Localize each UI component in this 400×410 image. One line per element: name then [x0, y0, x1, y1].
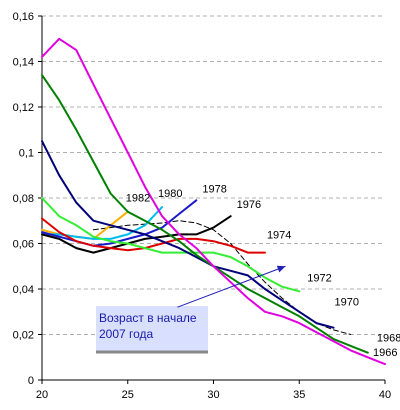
series-label-1976: 1976	[237, 199, 261, 211]
y-tick-label: 0,14	[13, 57, 34, 69]
annotation-arrow	[177, 265, 286, 308]
series-line-1978	[41, 199, 198, 247]
series-labels: 1982 1980 1978 1976 1974 1972 1970 1968 1966	[126, 183, 400, 359]
axes: 0 0,02 0,04 0,06 0,08 0,1 0,12 0,14 0,16 20 25 30 35…	[13, 11, 392, 401]
series-label-1966: 1966	[373, 347, 397, 359]
annotation-box	[96, 306, 208, 352]
series-line-1970	[41, 140, 335, 329]
x-tick-label: 30	[207, 389, 219, 401]
series-label-1968: 1968	[377, 333, 400, 345]
series-line-1968	[41, 74, 369, 354]
annotation: Возраст в начале 2007 года	[96, 265, 286, 354]
series-label-1982: 1982	[126, 193, 150, 205]
y-tick-label: 0,12	[13, 102, 34, 114]
x-tick-label: 40	[379, 389, 391, 401]
y-tick-label: 0,04	[13, 284, 34, 296]
y-tick-label: 0,1	[19, 148, 34, 160]
y-tick-label: 0	[28, 375, 34, 387]
x-tick-label: 20	[36, 389, 48, 401]
y-tick-label: 0,16	[13, 11, 34, 23]
grid	[42, 15, 385, 335]
series-line-1976	[41, 215, 232, 254]
annotation-text-line1: Возраст в начале	[99, 311, 197, 325]
series-label-1978: 1978	[202, 183, 226, 195]
series-line-1972	[41, 197, 301, 293]
series-label-1974: 1974	[267, 230, 291, 242]
series-label-1972: 1972	[307, 272, 331, 284]
y-tick-label: 0,02	[13, 330, 34, 342]
series-line-1974	[41, 217, 266, 254]
annotation-text-line2: 2007 года	[99, 327, 154, 341]
y-tick-label: 0,06	[13, 239, 34, 251]
annotation-arrowhead	[276, 265, 286, 273]
series	[41, 37, 386, 366]
x-tick-label: 25	[122, 389, 134, 401]
series-label-1980: 1980	[158, 188, 182, 200]
series-line-1966	[41, 37, 386, 366]
x-tick-label: 35	[293, 389, 305, 401]
series-label-1970: 1970	[335, 297, 359, 309]
y-tick-label: 0,08	[13, 193, 34, 205]
